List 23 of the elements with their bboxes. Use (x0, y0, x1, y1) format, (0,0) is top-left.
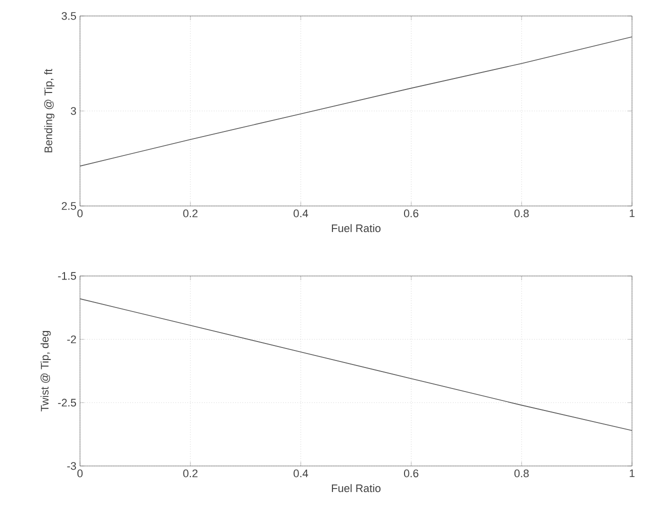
y-tick-label: 3 (70, 107, 76, 115)
x-tick-label: 0 (77, 470, 83, 478)
x-tick-label: 0.6 (404, 210, 418, 218)
y-tick-label: 3.5 (62, 12, 76, 20)
y-axis-title: Twist @ Tip, deg (40, 331, 51, 412)
x-tick-label: 0.6 (404, 470, 418, 478)
x-tick-label: 1 (630, 210, 635, 218)
x-axis-title: Fuel Ratio (332, 484, 380, 492)
x-tick-label: 0.4 (294, 470, 308, 478)
x-tick-label: 0.4 (294, 210, 308, 218)
y-tick-label: -2.5 (58, 398, 76, 407)
x-tick-label: 0.2 (183, 210, 198, 218)
y-tick-label: -3 (67, 462, 76, 470)
x-tick-label: 0.8 (514, 470, 529, 478)
x-axis-title: Fuel Ratio (332, 224, 380, 232)
x-tick-label: 0.2 (183, 470, 198, 478)
x-tick-label: 0 (77, 210, 83, 218)
x-tick-label: 0.8 (514, 210, 529, 218)
x-tick-label: 1 (630, 470, 635, 478)
y-tick-label: -2 (67, 336, 76, 344)
y-tick-label: 2.5 (62, 202, 76, 210)
y-tick-label: -1.5 (58, 272, 76, 280)
y-axis-title: Bending @ Tip, ft (44, 68, 54, 152)
